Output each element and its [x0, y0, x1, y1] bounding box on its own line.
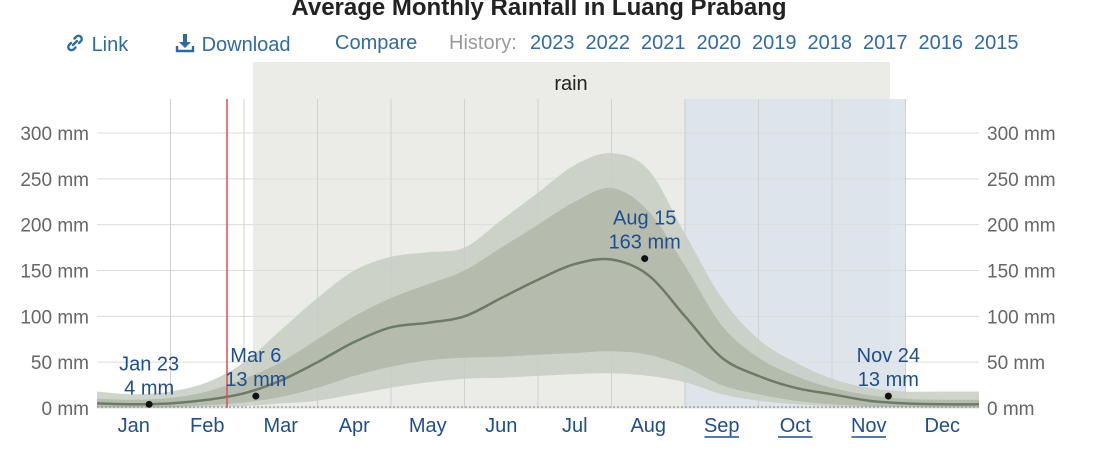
annotation-point — [252, 392, 260, 400]
history-year-2016[interactable]: 2016 — [918, 32, 964, 54]
annotation-value: 163 mm — [609, 232, 681, 254]
link-button[interactable]: Link — [64, 32, 128, 57]
download-button[interactable]: Download — [174, 32, 291, 57]
link-label: Link — [91, 34, 129, 56]
x-tick-label: May — [409, 415, 447, 437]
annotation-value: 13 mm — [225, 369, 286, 391]
y-tick-label-left: 150 mm — [20, 262, 89, 283]
y-tick-label-right: 150 mm — [987, 262, 1056, 283]
history-year-2017[interactable]: 2017 — [863, 32, 908, 54]
y-tick-label-right: 50 mm — [987, 353, 1045, 374]
x-tick-label: Mar — [264, 415, 299, 437]
y-tick-label-left: 300 mm — [20, 124, 89, 145]
annotation-point — [145, 400, 153, 408]
chart-toolbar: Link Download Compare History: 2023 2022 2… — [0, 32, 1098, 62]
annotation-date: Aug 15 — [613, 208, 676, 230]
history-year-2015[interactable]: 2015 — [974, 32, 1019, 54]
x-axis: Jan Feb Mar Apr May Jun Jul Aug Sep Oct Nov Dec — [118, 415, 960, 438]
x-tick-label: Aug — [630, 415, 666, 437]
x-tick-label: Jun — [485, 415, 517, 437]
y-axis-left: 0 mm 50 mm 100 mm 150 mm 200 mm 250 mm 300 mm — [20, 124, 89, 420]
download-label: Download — [201, 34, 291, 56]
download-icon — [175, 34, 195, 53]
x-tick-label: Dec — [924, 415, 960, 437]
y-tick-label-right: 300 mm — [987, 124, 1056, 145]
y-axis-right: 0 mm 50 mm 100 mm 150 mm 200 mm 250 mm 300 mm — [987, 124, 1056, 420]
history-years: 2023 2022 2021 2020 2019 2018 2017 2016 2015 — [530, 32, 1030, 55]
annotation-point — [641, 255, 649, 263]
annotation-value: 13 mm — [858, 369, 919, 391]
y-tick-label-left: 250 mm — [20, 170, 89, 191]
history-year-2021[interactable]: 2021 — [641, 32, 686, 54]
chart-title: Average Monthly Rainfall in Luang Praban… — [291, 0, 787, 21]
y-tick-label-left: 0 mm — [42, 399, 90, 420]
history-year-2023[interactable]: 2023 — [530, 32, 575, 54]
y-tick-label-right: 0 mm — [987, 399, 1035, 420]
band-25-75 — [97, 187, 979, 408]
history-year-2018[interactable]: 2018 — [807, 32, 853, 54]
annotation-date: Jan 23 — [119, 353, 179, 375]
history-year-2022[interactable]: 2022 — [585, 32, 631, 54]
x-tick-label: Sep — [704, 415, 740, 437]
history-label: History: — [449, 32, 517, 54]
compare-button[interactable]: Compare — [335, 32, 418, 54]
x-tick-label: Apr — [339, 415, 370, 437]
x-tick-label: Feb — [190, 415, 224, 437]
y-tick-label-right: 200 mm — [987, 216, 1056, 237]
y-tick-label-right: 250 mm — [987, 170, 1056, 191]
annotation-date: Mar 6 — [230, 345, 281, 367]
history-year-2020[interactable]: 2020 — [696, 32, 742, 54]
mean-rainfall-line — [96, 257, 980, 406]
x-tick-label: Oct — [780, 415, 812, 437]
annotation-value: 4 mm — [124, 377, 174, 399]
annotation-point — [884, 392, 892, 400]
x-tick-label: Jul — [562, 415, 588, 437]
annotation-date: Nov 24 — [857, 345, 920, 367]
y-tick-label-left: 100 mm — [20, 307, 89, 328]
y-tick-label-left: 200 mm — [20, 216, 89, 237]
x-tick-label: Jan — [118, 415, 150, 437]
x-tick-label: Nov — [851, 415, 887, 437]
y-tick-label-right: 100 mm — [987, 307, 1056, 328]
series-label: rain — [554, 73, 587, 95]
y-tick-label-left: 50 mm — [31, 353, 89, 374]
link-icon — [67, 34, 83, 52]
history-year-2019[interactable]: 2019 — [752, 32, 797, 54]
